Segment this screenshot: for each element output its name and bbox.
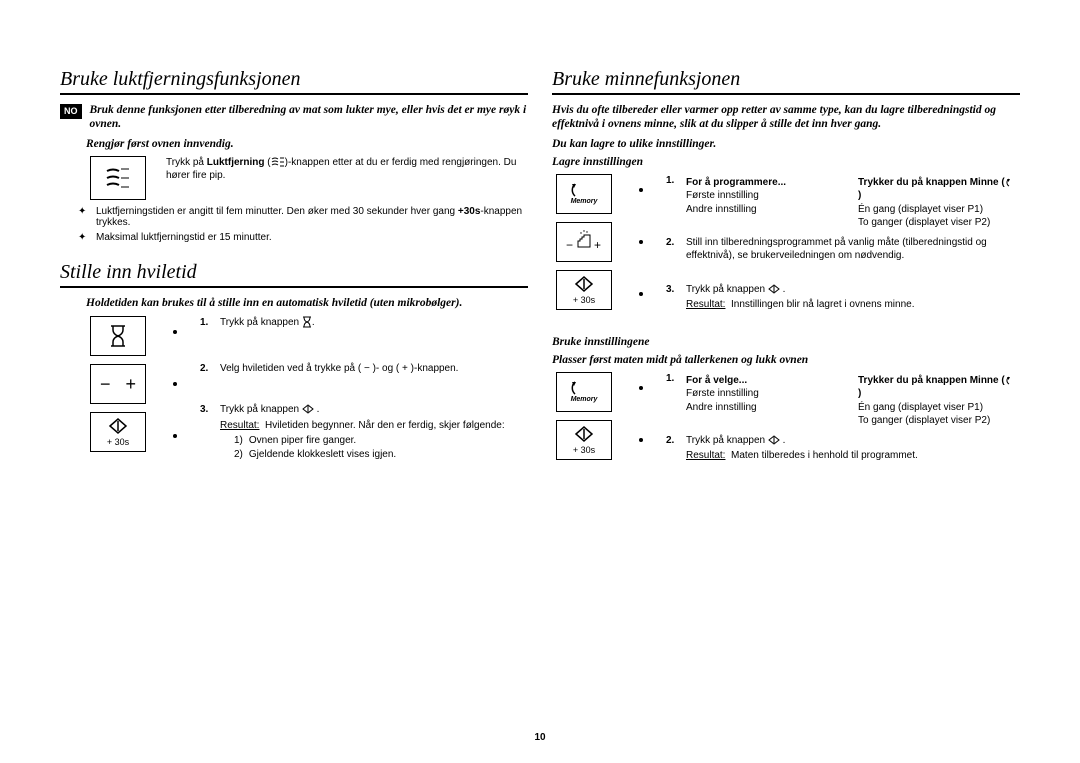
- plus-minus-icon: − +: [90, 364, 146, 404]
- bullet-icon: ✦: [78, 206, 88, 228]
- steps-block: − + + 30s 1. Trykk på: [86, 316, 528, 467]
- sub-instruction: Rengjør først ovnen innvendig.: [86, 138, 528, 150]
- start-inline-icon: [768, 284, 780, 294]
- steps-text: 1. For å velge... Første innstilling And…: [666, 372, 1020, 469]
- icon-column: Memory − + + 30s: [552, 174, 616, 310]
- step-2: 2. Trykk på knappen . Resultat: Maten ti…: [666, 434, 1020, 463]
- step-1: 1. For å programmere... Første innstilli…: [666, 174, 1020, 230]
- deodorize-inline-icon: [271, 157, 285, 167]
- section-title-rest: Stille inn hviletid: [60, 261, 528, 288]
- step-3: 3. Trykk på knappen . Resultat: Innstill…: [666, 283, 1020, 312]
- note-bullet: ✦ Maksimal luktfjerningstid er 15 minutt…: [78, 232, 528, 243]
- start-inline-icon: [302, 404, 314, 414]
- result-list: 1)Ovnen piper fire ganger. 2)Gjeldende k…: [234, 434, 528, 461]
- intro-text: Hvis du ofte tilbereder eller varmer opp…: [552, 103, 1020, 132]
- section-title-deodorize: Bruke luktfjerningsfunksjonen: [60, 68, 528, 95]
- result-block: Resultat: Hviletiden begynner. Når den e…: [220, 419, 528, 462]
- sub-heading: Lagre innstillingen: [552, 156, 1020, 168]
- step-row: Trykk på Luktfjerning ()-knappen etter a…: [86, 156, 528, 200]
- intro-text: Bruk denne funksjonen etter tilberedning…: [90, 103, 529, 132]
- start-30s-icon: + 30s: [556, 270, 612, 310]
- two-column-layout: Bruke luktfjerningsfunksjonen NO Bruk de…: [60, 68, 1020, 475]
- sub-heading: Bruke innstillingene: [552, 336, 1020, 348]
- steps-block: Memory + 30s 1.: [552, 372, 1020, 469]
- note-text: Maksimal luktfjerningstid er 15 minutter…: [96, 232, 272, 243]
- right-column: Bruke minnefunksjonen Hvis du ofte tilbe…: [552, 68, 1020, 475]
- step-2: 2. Still inn tilberedningsprogrammet på …: [666, 236, 1020, 263]
- connector-dots: [166, 316, 184, 438]
- hourglass-icon: [90, 316, 146, 356]
- svg-text:+: +: [594, 238, 601, 252]
- connector-dots: [632, 174, 650, 296]
- intro-text: Holdetiden kan brukes til å stille inn e…: [86, 296, 528, 310]
- page-number: 10: [0, 732, 1080, 743]
- hourglass-inline-icon: [302, 316, 312, 328]
- icon-column: − + + 30s: [86, 316, 150, 452]
- memory-inline-icon: [1005, 177, 1017, 187]
- language-badge: NO: [60, 104, 82, 119]
- steps-text: 1. Trykk på knappen . 2. Velg hviletiden…: [200, 316, 528, 467]
- plus-30s-label: + 30s: [107, 437, 129, 447]
- memory-icon: Memory: [556, 174, 612, 214]
- start-30s-icon: + 30s: [90, 412, 146, 452]
- svg-text:−: −: [566, 238, 573, 252]
- start-inline-icon: [768, 435, 780, 445]
- select-table: For å velge... Første innstilling Andre …: [686, 374, 1020, 428]
- power-minus-plus-icon: − +: [556, 222, 612, 262]
- start-30s-icon: + 30s: [556, 420, 612, 460]
- connector-dots: [632, 372, 650, 442]
- step-1: 1. For å velge... Første innstilling And…: [666, 372, 1020, 428]
- result-block: Resultat: Maten tilberedes i henhold til…: [686, 449, 1020, 463]
- section-title-memory: Bruke minnefunksjonen: [552, 68, 1020, 95]
- icon-column: [86, 156, 150, 200]
- step-1: 1. Trykk på knappen .: [200, 316, 528, 330]
- memory-icon: Memory: [556, 372, 612, 412]
- manual-page: Bruke luktfjerningsfunksjonen NO Bruk de…: [0, 0, 1080, 763]
- steps-block: Memory − + + 30s: [552, 174, 1020, 318]
- steps-text: 1. For å programmere... Første innstilli…: [666, 174, 1020, 318]
- note-text: Luktfjerningstiden er angitt til fem min…: [96, 206, 528, 228]
- left-column: Bruke luktfjerningsfunksjonen NO Bruk de…: [60, 68, 528, 475]
- step-text: Trykk på Luktfjerning ()-knappen etter a…: [166, 156, 528, 183]
- bullet-icon: ✦: [78, 232, 88, 243]
- intro-row: NO Bruk denne funksjonen etter tilberedn…: [60, 103, 528, 132]
- deodorize-icon: [90, 156, 146, 200]
- result-block: Resultat: Innstillingen blir nå lagret i…: [686, 298, 1020, 312]
- step-2: 2. Velg hviletiden ved å trykke på ( − )…: [200, 362, 528, 376]
- program-table: For å programmere... Første innstilling …: [686, 176, 1020, 230]
- icon-column: Memory + 30s: [552, 372, 616, 460]
- memory-inline-icon: [1005, 375, 1017, 385]
- sub-instruction: Plasser først maten midt på tallerkenen …: [552, 354, 1020, 366]
- sub-instruction: Du kan lagre to ulike innstillinger.: [552, 138, 1020, 150]
- note-bullet: ✦ Luktfjerningstiden er angitt til fem m…: [78, 206, 528, 228]
- step-3: 3. Trykk på knappen . Resultat: Hviletid…: [200, 403, 528, 461]
